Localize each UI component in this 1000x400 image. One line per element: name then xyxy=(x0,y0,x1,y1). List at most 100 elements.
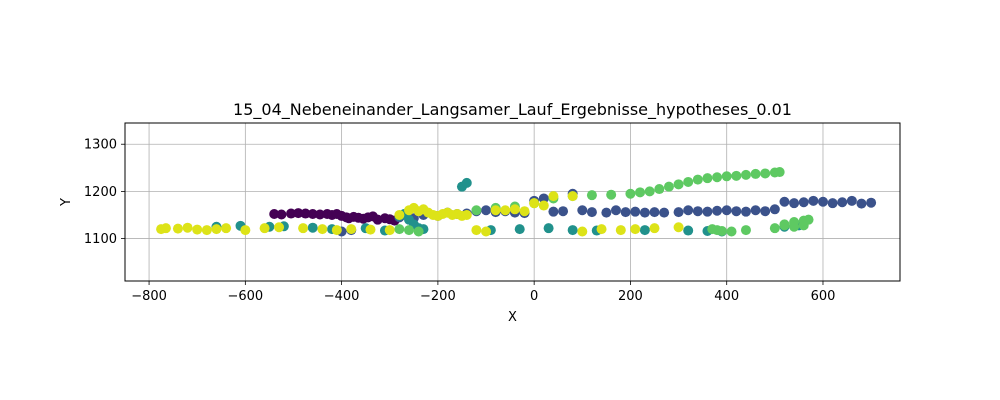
axis-ticks: −800 −600 −400 −200 0 200 400 600 1100 1200 1300 xyxy=(84,138,835,304)
scatter-point xyxy=(577,226,588,237)
scatter-point xyxy=(712,172,723,183)
scatter-point xyxy=(866,197,877,208)
scatter-point xyxy=(654,184,665,195)
scatter-point xyxy=(543,223,554,234)
scatter-point xyxy=(471,205,482,216)
scatter-point xyxy=(630,206,641,217)
axes-frame xyxy=(124,122,901,282)
scatter-point xyxy=(673,207,684,218)
scatter-point xyxy=(644,186,655,197)
scatter-point xyxy=(716,226,727,237)
scatter-point xyxy=(567,191,578,202)
scatter-point xyxy=(683,176,694,187)
scatter-point xyxy=(394,224,405,235)
scatter-point xyxy=(673,222,684,233)
scatter-point xyxy=(307,209,318,220)
scatter-point xyxy=(659,207,670,218)
chart-title: 15_04_Nebeneinander_Langsamer_Lauf_Ergeb… xyxy=(233,100,792,120)
scatter-point xyxy=(721,205,732,216)
x-tick-label: 0 xyxy=(530,289,538,304)
scatter-point xyxy=(404,225,415,236)
y-tick-label: 1300 xyxy=(84,138,117,153)
scatter-point xyxy=(856,198,867,209)
scatter-point xyxy=(803,214,814,225)
scatter-point xyxy=(639,207,650,218)
scatter-point xyxy=(620,207,631,218)
scatter-point xyxy=(172,223,183,234)
scatter-point xyxy=(201,225,212,236)
scatter-point xyxy=(461,209,472,220)
scatter-point xyxy=(317,224,328,235)
scatter-point xyxy=(471,225,482,236)
scatter-point xyxy=(481,226,492,237)
scatter-point xyxy=(846,195,857,206)
scatter-point xyxy=(221,223,232,234)
scatter-point xyxy=(615,225,626,236)
scatter-point xyxy=(293,208,304,219)
scatter-point xyxy=(726,226,737,237)
scatter-point xyxy=(731,206,742,217)
x-tick-label: −200 xyxy=(420,289,456,304)
scatter-point xyxy=(500,205,511,216)
scatter-point xyxy=(712,205,723,216)
scatter-point xyxy=(750,205,761,216)
scatter-point xyxy=(461,177,472,188)
scatter-point xyxy=(625,188,636,199)
x-axis-label: X xyxy=(508,310,517,325)
scatter-point xyxy=(548,206,559,217)
scatter-point xyxy=(509,204,520,215)
scatter-point xyxy=(649,223,660,234)
scatter-point xyxy=(413,226,424,237)
scatter-point xyxy=(740,169,751,180)
scatter-point xyxy=(211,224,222,235)
scatter-point xyxy=(300,208,311,219)
scatter-point xyxy=(610,205,621,216)
scatter-point xyxy=(639,225,650,236)
scatter-point xyxy=(586,190,597,201)
scatter-point xyxy=(365,224,376,235)
scatter-point xyxy=(601,207,612,218)
scatter-point xyxy=(683,225,694,236)
scatter-point xyxy=(740,206,751,217)
scatter-point xyxy=(635,187,646,198)
scatter-point xyxy=(577,205,588,216)
scatter-point xyxy=(314,209,325,220)
scatter-point xyxy=(663,181,674,192)
y-tick-label: 1100 xyxy=(84,232,117,247)
scatter-point xyxy=(692,206,703,217)
scatter-point xyxy=(394,209,405,220)
scatter-point xyxy=(286,208,297,219)
scatter-point xyxy=(346,224,357,235)
scatter-point xyxy=(769,223,780,234)
scatter-point xyxy=(192,224,203,235)
scatter-point xyxy=(740,225,751,236)
scatter-point xyxy=(702,206,713,217)
x-tick-label: 600 xyxy=(811,289,836,304)
scatter-point xyxy=(182,222,193,233)
scatter-point xyxy=(490,205,501,216)
scatter-point xyxy=(774,167,785,178)
scatter-point xyxy=(519,206,530,217)
scatter-point xyxy=(160,223,171,234)
scatter-point xyxy=(596,224,607,235)
scatter-point xyxy=(649,207,660,218)
y-axis-label: Y xyxy=(59,198,74,207)
scatter-point xyxy=(384,225,395,236)
scatter-point xyxy=(586,207,597,218)
scatter-point xyxy=(276,209,287,220)
scatter-point xyxy=(750,168,761,179)
scatter-point xyxy=(779,196,790,207)
scatter-point xyxy=(269,209,280,220)
scatter-point xyxy=(721,171,732,182)
scatter-point xyxy=(538,200,549,211)
x-tick-label: 200 xyxy=(618,289,643,304)
x-tick-label: −800 xyxy=(131,289,167,304)
scatter-point xyxy=(779,220,790,231)
x-tick-label: −400 xyxy=(324,289,360,304)
scatter-point xyxy=(558,206,569,217)
scatter-point xyxy=(817,196,828,207)
scatter-point xyxy=(259,223,270,234)
scatter-point xyxy=(274,222,285,233)
y-tick-label: 1200 xyxy=(84,185,117,200)
